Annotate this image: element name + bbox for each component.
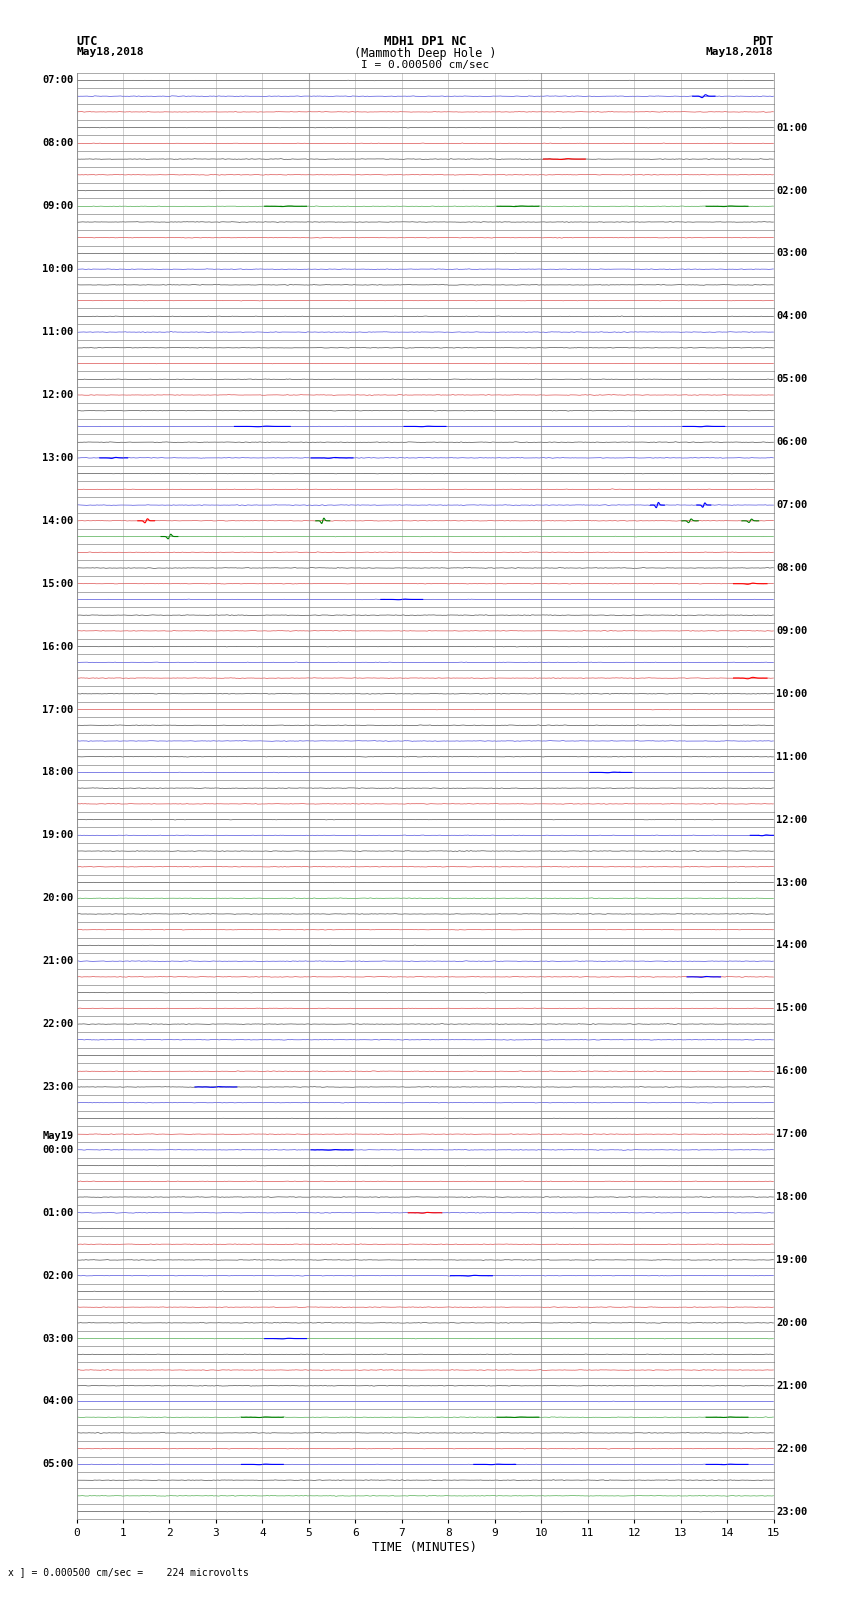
Text: 21:00: 21:00 [776, 1381, 808, 1390]
Text: 22:00: 22:00 [42, 1019, 74, 1029]
Text: 02:00: 02:00 [776, 185, 808, 195]
Text: 17:00: 17:00 [42, 705, 74, 715]
Text: I = 0.000500 cm/sec: I = 0.000500 cm/sec [361, 60, 489, 69]
Text: 09:00: 09:00 [42, 202, 74, 211]
Text: 22:00: 22:00 [776, 1444, 808, 1453]
Text: 19:00: 19:00 [42, 831, 74, 840]
Text: 01:00: 01:00 [42, 1208, 74, 1218]
Text: UTC: UTC [76, 35, 98, 48]
Text: 07:00: 07:00 [42, 76, 74, 85]
Text: 00:00: 00:00 [42, 1145, 74, 1155]
Text: x ] = 0.000500 cm/sec =    224 microvolts: x ] = 0.000500 cm/sec = 224 microvolts [8, 1568, 249, 1578]
Text: 20:00: 20:00 [776, 1318, 808, 1327]
Text: 13:00: 13:00 [42, 453, 74, 463]
Text: 20:00: 20:00 [42, 894, 74, 903]
Text: 16:00: 16:00 [42, 642, 74, 652]
Text: 16:00: 16:00 [776, 1066, 808, 1076]
Text: 02:00: 02:00 [42, 1271, 74, 1281]
Text: 18:00: 18:00 [42, 768, 74, 777]
Text: 05:00: 05:00 [42, 1460, 74, 1469]
Text: May19: May19 [42, 1131, 74, 1142]
Text: 10:00: 10:00 [42, 265, 74, 274]
Text: MDH1 DP1 NC: MDH1 DP1 NC [383, 35, 467, 48]
Text: 17:00: 17:00 [776, 1129, 808, 1139]
Text: 18:00: 18:00 [776, 1192, 808, 1202]
Text: 05:00: 05:00 [776, 374, 808, 384]
Text: 08:00: 08:00 [776, 563, 808, 573]
Text: PDT: PDT [752, 35, 774, 48]
Text: 08:00: 08:00 [42, 139, 74, 148]
Text: 21:00: 21:00 [42, 957, 74, 966]
Text: 10:00: 10:00 [776, 689, 808, 698]
Text: 03:00: 03:00 [42, 1334, 74, 1344]
Text: May18,2018: May18,2018 [706, 47, 774, 56]
Text: 03:00: 03:00 [776, 248, 808, 258]
Text: (Mammoth Deep Hole ): (Mammoth Deep Hole ) [354, 47, 496, 60]
Text: 12:00: 12:00 [42, 390, 74, 400]
Text: 13:00: 13:00 [776, 877, 808, 887]
Text: 14:00: 14:00 [776, 940, 808, 950]
Text: 09:00: 09:00 [776, 626, 808, 636]
Text: 07:00: 07:00 [776, 500, 808, 510]
Text: 15:00: 15:00 [42, 579, 74, 589]
Text: 06:00: 06:00 [776, 437, 808, 447]
Text: 11:00: 11:00 [776, 752, 808, 761]
Text: 04:00: 04:00 [42, 1397, 74, 1407]
Text: 04:00: 04:00 [776, 311, 808, 321]
Text: 23:00: 23:00 [42, 1082, 74, 1092]
Text: 01:00: 01:00 [776, 123, 808, 132]
Text: 11:00: 11:00 [42, 327, 74, 337]
Text: 19:00: 19:00 [776, 1255, 808, 1265]
Text: 15:00: 15:00 [776, 1003, 808, 1013]
Text: 14:00: 14:00 [42, 516, 74, 526]
X-axis label: TIME (MINUTES): TIME (MINUTES) [372, 1542, 478, 1555]
Text: May18,2018: May18,2018 [76, 47, 144, 56]
Text: 12:00: 12:00 [776, 815, 808, 824]
Text: 23:00: 23:00 [776, 1507, 808, 1516]
